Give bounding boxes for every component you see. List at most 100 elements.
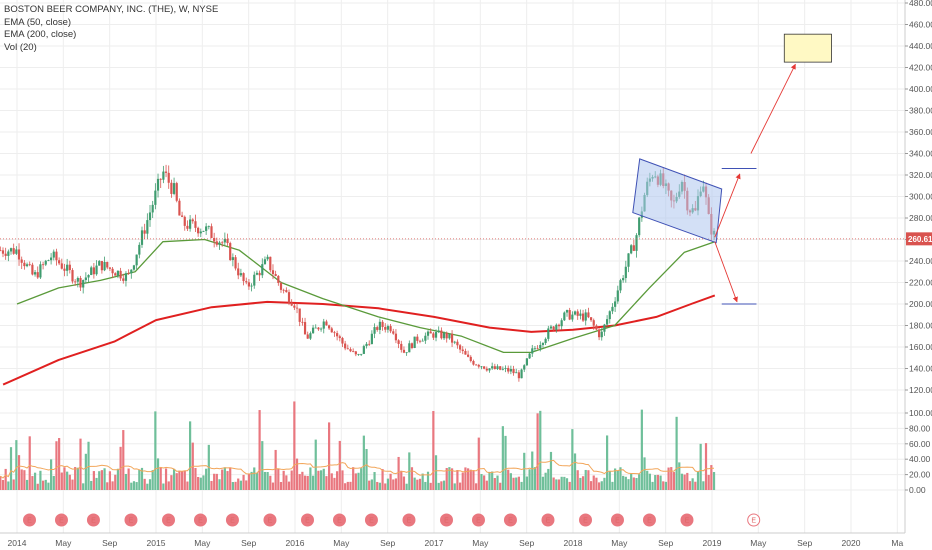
earnings-marker bbox=[440, 513, 454, 527]
volume-bar bbox=[448, 467, 451, 490]
candle-body bbox=[464, 351, 467, 355]
candle-body bbox=[290, 302, 293, 306]
volume-bar bbox=[178, 470, 181, 490]
volume-ma-line bbox=[0, 459, 715, 479]
candle-body bbox=[571, 314, 574, 320]
candle-body bbox=[258, 272, 261, 276]
volume-bar bbox=[146, 483, 149, 490]
x-tick-label: Sep bbox=[797, 538, 812, 548]
volume-bar bbox=[122, 430, 125, 490]
candle-body bbox=[23, 262, 26, 267]
y-tick-label: 460.00 bbox=[909, 20, 932, 30]
volume-bar bbox=[55, 441, 58, 490]
volume-legend: Vol (20) bbox=[4, 41, 37, 53]
earnings-marker-label: E bbox=[268, 518, 273, 525]
candle-body bbox=[159, 178, 162, 180]
candle-body bbox=[533, 348, 537, 350]
candle-body bbox=[0, 250, 2, 252]
volume-bar bbox=[640, 409, 643, 490]
candle-body bbox=[199, 231, 202, 234]
volume-bar bbox=[311, 475, 315, 490]
candle-body bbox=[619, 280, 622, 291]
candle-body bbox=[338, 336, 341, 339]
volume-bar bbox=[266, 471, 269, 490]
y-tick-label: 380.00 bbox=[909, 106, 932, 116]
candle-body bbox=[360, 353, 363, 355]
volume-bar bbox=[226, 471, 229, 490]
chart-legend: BOSTON BEER COMPANY, INC. (THE), W, NYSE… bbox=[4, 4, 218, 54]
y-tick-label: 320.00 bbox=[909, 170, 932, 180]
volume-bar bbox=[712, 472, 716, 490]
volume-bar bbox=[520, 481, 523, 490]
candle-body bbox=[221, 242, 224, 244]
volume-tick-label: 40.00 bbox=[909, 454, 931, 464]
candle-body bbox=[400, 343, 403, 350]
earnings-marker bbox=[263, 513, 277, 527]
candle-body bbox=[79, 278, 82, 288]
volume-bar bbox=[41, 480, 45, 490]
volume-bar bbox=[603, 477, 606, 490]
candle-body bbox=[461, 349, 464, 352]
candle-body bbox=[170, 182, 173, 194]
volume-bar bbox=[434, 455, 438, 490]
volume-bar bbox=[132, 481, 136, 490]
volume-bars bbox=[0, 401, 716, 490]
volume-bar bbox=[39, 470, 42, 490]
candle-body bbox=[261, 264, 264, 276]
volume-bar bbox=[595, 477, 598, 490]
volume-bar bbox=[341, 470, 344, 490]
candle-body bbox=[194, 221, 197, 228]
candle-body bbox=[504, 367, 507, 369]
volume-bar bbox=[140, 467, 144, 490]
volume-bar bbox=[630, 474, 633, 490]
candle-body bbox=[31, 264, 34, 275]
candle-body bbox=[595, 325, 598, 330]
volume-bar bbox=[648, 473, 651, 490]
y-tick-label: 180.00 bbox=[909, 321, 932, 331]
candle-body bbox=[549, 326, 553, 329]
earnings-marker bbox=[680, 513, 694, 527]
earnings-marker bbox=[332, 513, 346, 527]
candle-body bbox=[581, 313, 585, 321]
volume-bar bbox=[557, 479, 561, 490]
candle-body bbox=[477, 364, 480, 367]
candle-body bbox=[606, 319, 609, 325]
volume-bar bbox=[533, 467, 537, 490]
volume-bar bbox=[269, 475, 272, 490]
volume-bar bbox=[279, 481, 283, 490]
volume-bar bbox=[467, 468, 470, 490]
volume-bar bbox=[17, 455, 21, 490]
candle-body bbox=[7, 251, 10, 256]
candle-body bbox=[584, 312, 587, 321]
candle-body bbox=[317, 327, 320, 330]
volume-bar bbox=[354, 473, 357, 490]
volume-bar bbox=[301, 471, 304, 490]
volume-bar bbox=[285, 475, 288, 490]
volume-bar bbox=[130, 482, 133, 490]
x-tick-label: May bbox=[333, 538, 350, 548]
candle-body bbox=[536, 348, 539, 350]
volume-bar bbox=[488, 471, 491, 490]
volume-bar bbox=[1, 480, 5, 490]
candle-body bbox=[50, 257, 53, 261]
volume-bar bbox=[90, 480, 93, 490]
y-tick-label: 440.00 bbox=[909, 41, 932, 51]
candle-body bbox=[66, 264, 69, 271]
volume-bar bbox=[231, 482, 234, 490]
volume-bar bbox=[164, 468, 168, 490]
volume-bar bbox=[52, 476, 55, 490]
candle-body bbox=[421, 340, 424, 342]
volume-bar bbox=[678, 462, 681, 490]
volume-bar bbox=[539, 410, 542, 490]
volume-bar bbox=[632, 477, 635, 490]
volume-bar bbox=[531, 451, 534, 490]
candle-body bbox=[183, 216, 186, 226]
candle-body bbox=[138, 244, 141, 255]
volume-bar bbox=[362, 435, 365, 490]
earnings-marker bbox=[503, 513, 517, 527]
volume-bar bbox=[418, 478, 422, 490]
candle-body bbox=[140, 230, 144, 245]
earnings-marker bbox=[364, 513, 378, 527]
volume-bar bbox=[672, 472, 676, 490]
earnings-marker-label: E bbox=[198, 518, 203, 525]
